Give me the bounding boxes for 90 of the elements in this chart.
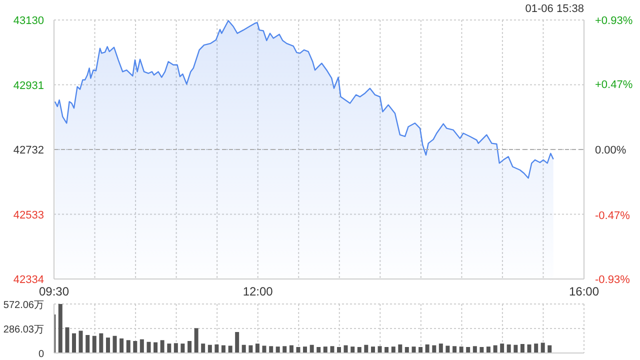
bar bbox=[188, 341, 192, 353]
bar bbox=[276, 346, 280, 353]
bar bbox=[120, 338, 124, 353]
bar bbox=[548, 345, 552, 353]
bar bbox=[425, 344, 430, 353]
bar bbox=[384, 347, 389, 353]
bar bbox=[378, 346, 382, 353]
y-tick-label: 42334 bbox=[13, 274, 44, 286]
bar bbox=[350, 346, 355, 353]
bar bbox=[316, 347, 321, 353]
text: 01-06 15:38 bbox=[525, 3, 584, 15]
y2-tick-label: +0.47% bbox=[595, 79, 633, 92]
bar bbox=[520, 344, 524, 353]
y2-tick-label: +0.93% bbox=[595, 15, 633, 27]
y-tick-label: 42931 bbox=[13, 80, 44, 92]
bar bbox=[99, 333, 104, 353]
bar bbox=[167, 344, 172, 353]
bar bbox=[500, 344, 504, 353]
bar bbox=[506, 344, 511, 353]
bar bbox=[208, 344, 212, 353]
bar bbox=[106, 338, 110, 353]
bar bbox=[472, 346, 477, 353]
bar bbox=[330, 346, 334, 353]
bar bbox=[154, 342, 158, 353]
bar bbox=[466, 347, 470, 353]
bar bbox=[235, 332, 240, 353]
bar bbox=[446, 346, 450, 353]
bar bbox=[337, 347, 341, 353]
bar bbox=[418, 347, 423, 353]
bar bbox=[323, 346, 328, 353]
bar bbox=[140, 339, 144, 353]
bar bbox=[262, 346, 266, 353]
bar bbox=[438, 344, 443, 353]
bar bbox=[180, 344, 185, 353]
bar bbox=[146, 342, 151, 353]
bar bbox=[160, 340, 164, 353]
bar bbox=[65, 327, 70, 353]
x-tick-label: 12:00 bbox=[242, 284, 274, 299]
y-tick-label: 0 bbox=[38, 349, 44, 360]
y-tick-label: 43130 bbox=[13, 15, 44, 27]
x-tick-label: 09:30 bbox=[38, 284, 70, 299]
bar bbox=[310, 344, 314, 353]
bar bbox=[391, 346, 396, 353]
bar bbox=[242, 344, 246, 353]
y-tick-label: 42533 bbox=[13, 209, 44, 222]
bar bbox=[221, 345, 226, 353]
bar bbox=[112, 336, 117, 353]
bar bbox=[78, 330, 83, 353]
bar bbox=[486, 346, 490, 353]
bar bbox=[364, 344, 368, 353]
bar bbox=[371, 346, 375, 353]
bar bbox=[514, 344, 518, 353]
bar bbox=[459, 346, 464, 353]
bar bbox=[452, 346, 457, 353]
bar bbox=[412, 346, 416, 353]
bar bbox=[126, 340, 130, 353]
bar bbox=[201, 344, 206, 353]
y-tick-label: 286.03万 bbox=[3, 324, 44, 336]
bar bbox=[255, 344, 260, 353]
bar bbox=[269, 346, 274, 353]
bar bbox=[432, 345, 436, 353]
bar bbox=[357, 347, 362, 353]
bar bbox=[282, 346, 287, 353]
bar bbox=[493, 345, 498, 353]
bar bbox=[540, 342, 545, 353]
bar bbox=[248, 345, 253, 353]
bar bbox=[194, 328, 198, 353]
y2-tick-label: 0.00% bbox=[595, 144, 626, 156]
bar bbox=[480, 347, 484, 353]
bar bbox=[303, 346, 307, 353]
y-tick-label: 42732 bbox=[13, 144, 44, 156]
x-tick-label: 16:00 bbox=[568, 284, 600, 299]
bar bbox=[289, 345, 294, 353]
bar bbox=[214, 344, 219, 353]
y2-tick-label: -0.93% bbox=[595, 274, 630, 286]
bar bbox=[174, 343, 178, 353]
bar bbox=[344, 345, 348, 353]
bar bbox=[296, 347, 300, 353]
y2-tick-label: -0.47% bbox=[595, 210, 630, 222]
bar bbox=[86, 335, 90, 353]
bar bbox=[534, 344, 538, 353]
bar bbox=[228, 346, 232, 353]
bar bbox=[58, 304, 62, 353]
bar bbox=[404, 347, 409, 353]
bar bbox=[92, 336, 96, 353]
bar bbox=[133, 341, 138, 353]
y-tick-label: 572.06万 bbox=[3, 300, 44, 311]
bar bbox=[398, 344, 402, 353]
bar bbox=[527, 344, 532, 353]
bar bbox=[72, 333, 76, 353]
